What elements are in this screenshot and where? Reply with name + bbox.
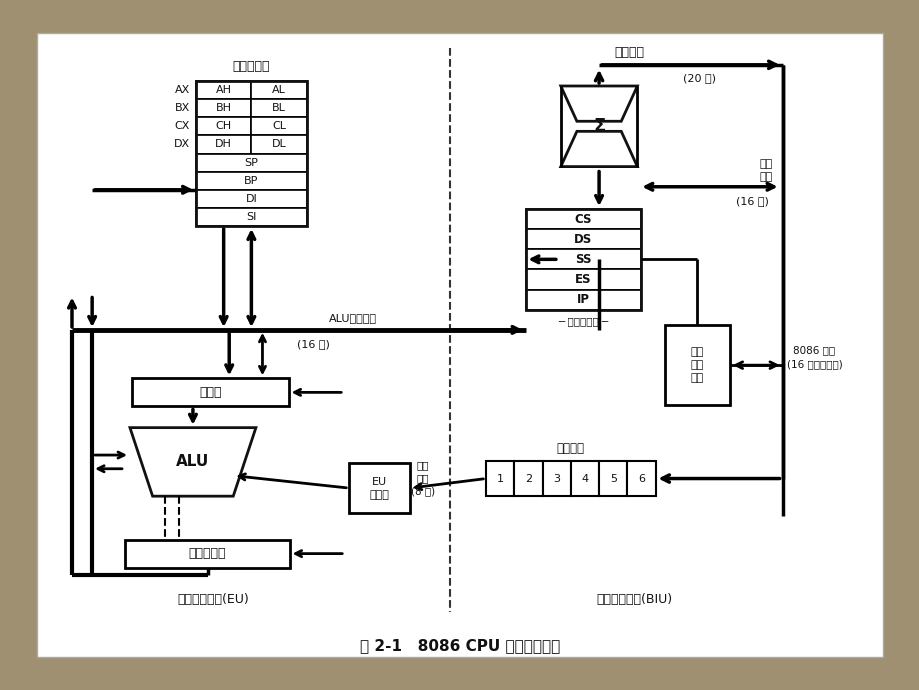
Text: 总线
控制
电路: 总线 控制 电路 [690,347,703,384]
Text: 6: 6 [637,473,644,484]
Text: 5: 5 [609,473,616,484]
Text: CH: CH [215,121,232,131]
Text: DH: DH [215,139,232,150]
Bar [349,463,409,513]
Text: 指令队列: 指令队列 [556,442,584,455]
Text: 标志寄存器: 标志寄存器 [188,547,226,560]
Bar [196,190,306,208]
Text: CX: CX [175,121,189,131]
Bar [514,461,542,496]
Text: (16 位): (16 位) [735,196,768,206]
Bar [525,269,641,290]
Text: AL: AL [272,85,286,95]
Polygon shape [561,86,637,121]
Text: ES: ES [574,273,591,286]
Text: SP: SP [244,157,258,168]
Text: DI: DI [245,194,257,204]
Text: 地址总线: 地址总线 [614,46,643,59]
Text: EU
控制器: EU 控制器 [369,477,389,500]
Text: ALU数据总线: ALU数据总线 [329,313,377,323]
Text: 数据
总线: 数据 总线 [758,159,772,182]
Text: 2: 2 [525,473,531,484]
Text: IP: IP [576,293,589,306]
Text: BP: BP [244,176,258,186]
Bar [196,117,251,135]
Text: (16 位): (16 位) [297,339,330,349]
Bar [196,99,251,117]
Polygon shape [130,428,255,496]
Bar [196,81,251,99]
Bar [196,153,306,172]
Bar [598,461,627,496]
Bar [525,290,641,310]
Text: BX: BX [175,104,189,113]
Text: BH: BH [215,104,232,113]
Text: 总线接口单元(BIU): 总线接口单元(BIU) [596,593,672,607]
Bar [132,378,289,406]
Bar [196,208,306,226]
Text: 通用寄存器: 通用寄存器 [233,60,270,73]
Bar [125,540,289,568]
Text: ─ 内部寄存器 ─: ─ 内部寄存器 ─ [558,316,608,326]
Bar [525,209,641,229]
Text: DL: DL [271,139,286,150]
Text: 3: 3 [552,473,560,484]
Text: AX: AX [175,85,189,95]
Text: (20 位): (20 位) [683,73,716,83]
Text: 图 2-1   8086 CPU 内部结构框图: 图 2-1 8086 CPU 内部结构框图 [359,638,560,653]
Text: BL: BL [272,104,286,113]
Text: SI: SI [246,212,256,222]
Text: AH: AH [215,85,232,95]
Text: Σ: Σ [592,117,605,135]
Bar [525,209,641,310]
Bar [525,249,641,269]
Bar [664,325,730,406]
Bar [251,117,306,135]
Polygon shape [561,131,637,166]
Bar [196,81,306,226]
Bar [251,99,306,117]
Text: SS: SS [574,253,591,266]
Bar [485,461,514,496]
Text: 队列
总线
(8 位): 队列 总线 (8 位) [410,460,435,496]
Text: DS: DS [573,233,592,246]
Text: CS: CS [574,213,592,226]
Bar [542,461,570,496]
Text: CL: CL [272,121,286,131]
Bar [570,461,598,496]
Text: 指令执行单元(EU): 指令执行单元(EU) [177,593,249,607]
Text: 1: 1 [496,473,504,484]
Bar [251,135,306,153]
Bar [251,81,306,99]
Text: ALU: ALU [176,455,210,469]
Text: 8086 总线
(16 位数据总线): 8086 总线 (16 位数据总线) [786,346,842,368]
Text: 4: 4 [581,473,588,484]
Bar [525,229,641,249]
Text: DX: DX [174,139,189,150]
Bar [627,461,655,496]
Text: 暂存器: 暂存器 [199,386,221,399]
Bar [196,135,251,153]
Bar [196,172,306,190]
